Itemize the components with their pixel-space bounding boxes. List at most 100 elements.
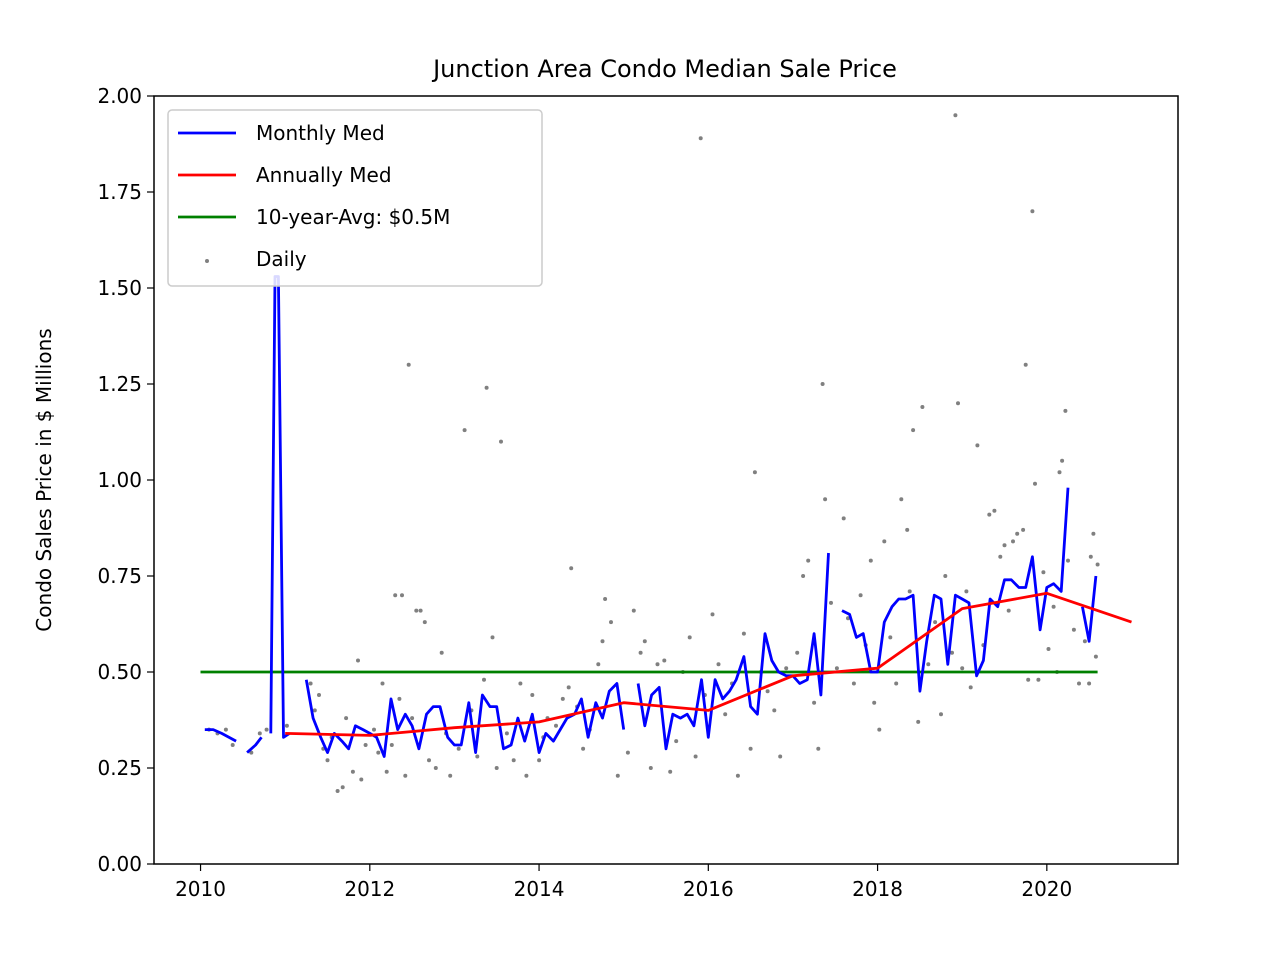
daily-point [735,773,740,778]
daily-point [581,746,586,751]
daily-point [693,754,698,759]
daily-point [916,719,921,724]
daily-point [1093,654,1098,659]
daily-point [877,727,882,732]
daily-point [257,731,262,736]
daily-point [823,497,828,502]
daily-point [284,723,289,728]
daily-point [230,743,235,747]
daily-point [530,693,535,697]
daily-point [518,681,523,686]
daily-point [625,750,630,755]
daily-point [418,608,423,613]
daily-point [372,727,376,732]
daily-point [600,639,605,644]
daily-point [609,620,613,625]
daily-point [851,681,856,686]
daily-point [376,750,381,755]
daily-point [317,693,321,697]
daily-point [631,608,636,613]
daily-point [569,566,574,571]
y-tick-label: 0.00 [97,852,142,876]
daily-point [638,650,643,655]
daily-point [950,650,954,655]
daily-point [858,593,863,598]
legend-label: Daily [256,247,307,271]
y-tick-label: 1.50 [97,276,142,300]
daily-point [462,428,467,433]
daily-point [264,727,269,732]
monthly-med-line [1081,575,1098,643]
daily-point [340,785,345,790]
daily-point [439,650,444,655]
daily-point [698,136,703,141]
monthly-med-line [841,487,1070,693]
daily-point [312,708,317,713]
daily-point [490,635,495,640]
daily-point [1077,681,1081,686]
daily-point [1071,627,1076,632]
daily-point [596,662,601,667]
daily-point [772,708,777,713]
daily-point [380,681,385,686]
daily-point [393,593,398,598]
daily-point [499,439,503,444]
daily-point [1041,570,1046,575]
legend-label: 10-year-Avg: $0.5M [256,205,450,229]
daily-point [710,612,715,617]
daily-point [1057,470,1062,475]
daily-point [642,639,647,644]
daily-point [410,716,415,721]
daily-point [1091,531,1096,536]
daily-point [1036,677,1041,682]
daily-point [1063,408,1068,413]
legend-box [167,109,543,287]
daily-point [888,635,893,640]
daily-point [956,401,960,406]
daily-point [741,631,746,636]
y-tick-label: 1.25 [97,372,142,396]
x-tick-label: 2016 [683,877,734,901]
daily-point [335,789,340,793]
x-tick-label: 2012 [344,877,395,901]
legend-label: Annually Med [256,163,392,187]
x-tick-label: 2010 [175,877,226,901]
daily-point [905,527,910,532]
daily-point [1021,527,1026,532]
daily-point [615,773,620,778]
daily-point [554,723,558,728]
daily-point [397,696,402,701]
daily-point [716,662,721,667]
daily-point [987,512,992,517]
x-tick-label: 2018 [852,877,903,901]
daily-point [795,650,800,655]
daily-point [907,589,912,594]
daily-point [359,777,364,782]
daily-point [403,773,408,778]
daily-point [456,746,461,751]
daily-point [829,600,833,605]
daily-point [723,712,728,717]
x-tick-label: 2014 [514,877,565,901]
daily-point [363,743,368,747]
daily-point [308,681,313,686]
daily-point [964,589,969,594]
daily-point [433,766,438,770]
daily-point [482,677,486,682]
legend-label: Monthly Med [256,121,385,145]
daily-point [400,593,404,598]
daily-point [406,362,411,367]
x-axis: 2010 2012 2014 2016 2018 2020 [175,864,1072,901]
daily-point [841,516,846,521]
daily-point [674,739,679,744]
annually-med-line [285,591,1132,737]
daily-point [1030,209,1035,214]
daily-point [953,113,958,118]
daily-point [1095,562,1100,567]
daily-point [943,574,948,578]
daily-point [926,662,931,667]
daily-point [911,428,916,433]
daily-point [1087,681,1092,686]
daily-point [1006,608,1011,613]
